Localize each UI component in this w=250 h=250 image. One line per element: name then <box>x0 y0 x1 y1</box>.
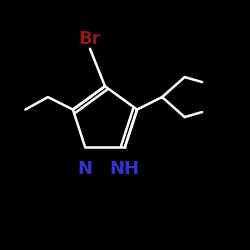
Text: NH: NH <box>110 160 140 178</box>
Text: Br: Br <box>79 30 101 48</box>
Text: N: N <box>78 160 93 178</box>
